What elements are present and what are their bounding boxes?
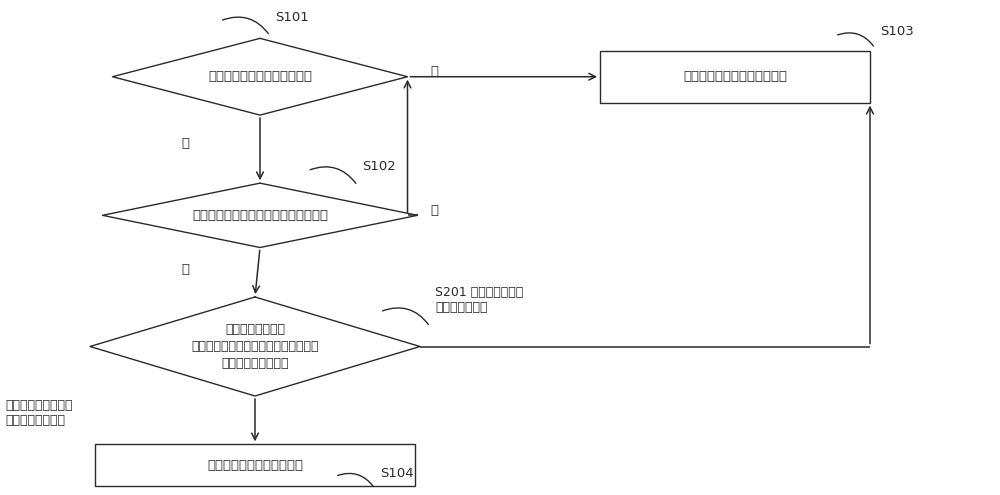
Text: 检测在终端上是否启动过预设应用程序: 检测在终端上是否启动过预设应用程序 bbox=[192, 209, 328, 222]
Text: 获取在终端的当前
时刻所在的时间段内统计出的修改过设
备标识的终端的数量: 获取在终端的当前 时刻所在的时间段内统计出的修改过设 备标识的终端的数量 bbox=[191, 323, 319, 370]
Text: S102: S102 bbox=[362, 160, 396, 173]
Text: 否: 否 bbox=[430, 204, 438, 217]
Bar bbox=[600, 51, 870, 103]
Text: 确定修改过终端的设备标识: 确定修改过终端的设备标识 bbox=[207, 459, 303, 472]
Text: 是: 是 bbox=[181, 263, 189, 276]
Text: 是: 是 bbox=[181, 137, 189, 150]
Text: 检测终端的根权限是否被获取: 检测终端的根权限是否被获取 bbox=[208, 70, 312, 83]
Text: 响应于该数量大于或
等于预设数量阈值: 响应于该数量大于或 等于预设数量阈值 bbox=[5, 399, 72, 427]
Text: 否: 否 bbox=[430, 65, 438, 78]
Bar bbox=[95, 445, 415, 486]
Text: S201 响应于该数量小
于预设数量阈值: S201 响应于该数量小 于预设数量阈值 bbox=[435, 286, 523, 314]
Text: S103: S103 bbox=[880, 25, 914, 39]
Text: S101: S101 bbox=[275, 10, 309, 23]
Text: S104: S104 bbox=[380, 467, 414, 480]
Text: 确定未修改过终端的设备标识: 确定未修改过终端的设备标识 bbox=[683, 70, 787, 83]
